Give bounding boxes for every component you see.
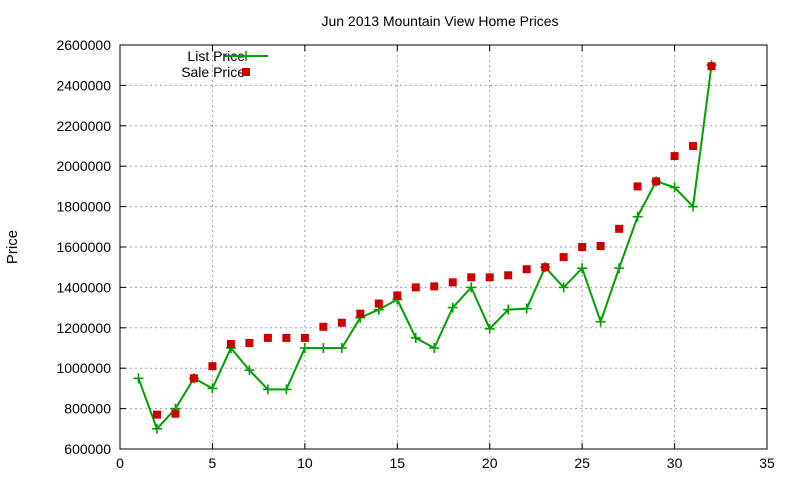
legend-label: Sale Price xyxy=(181,64,245,80)
y-tick-label: 2000000 xyxy=(56,158,111,174)
list-price-point xyxy=(558,282,569,293)
list-price-point xyxy=(299,343,310,353)
list-price-point xyxy=(484,323,495,334)
list-price-point xyxy=(207,383,218,394)
y-tick-label: 1000000 xyxy=(56,360,111,376)
x-tick-label: 25 xyxy=(574,455,590,471)
sale-price-point xyxy=(707,62,716,71)
y-tick-label: 1800000 xyxy=(56,199,111,215)
x-tick-label: 35 xyxy=(759,455,775,471)
sale-price-point xyxy=(152,410,161,419)
list-price-point xyxy=(669,182,680,193)
sale-price-point xyxy=(448,278,457,287)
x-tick-label: 0 xyxy=(116,455,124,471)
list-price-point xyxy=(262,384,273,395)
list-price-point xyxy=(577,263,588,274)
list-price-point xyxy=(447,302,458,313)
sale-price-point xyxy=(189,374,198,383)
sale-price-point xyxy=(689,142,698,150)
list-price-point xyxy=(688,201,699,212)
list-price-point xyxy=(318,343,329,353)
chart-title: Jun 2013 Mountain View Home Prices xyxy=(321,13,558,29)
list-price-point xyxy=(429,343,440,353)
list-price-point xyxy=(503,304,514,315)
x-tick-label: 30 xyxy=(667,455,683,471)
sale-price-point xyxy=(245,338,254,347)
list-price-point xyxy=(281,384,292,395)
sale-price-point xyxy=(430,282,439,291)
sale-price-point xyxy=(504,271,513,280)
y-tick-label: 1600000 xyxy=(56,239,111,255)
sale-price-point xyxy=(633,182,642,191)
sale-price-point xyxy=(670,152,679,161)
sale-price-point xyxy=(522,265,531,274)
legend-plus-marker xyxy=(241,51,251,61)
legend-label: List Price xyxy=(187,48,245,64)
list-price-point xyxy=(336,343,347,353)
y-tick-label: 2200000 xyxy=(56,118,111,134)
x-tick-label: 10 xyxy=(297,455,313,471)
y-tick-label: 1400000 xyxy=(56,279,111,295)
sale-price-point xyxy=(652,177,661,186)
sale-price-point xyxy=(282,333,291,342)
x-tick-label: 20 xyxy=(482,455,498,471)
y-tick-label: 800000 xyxy=(64,401,111,417)
list-price-point xyxy=(521,303,532,314)
y-axis-label: Price xyxy=(4,230,21,264)
list-price-point xyxy=(133,373,144,384)
sale-price-point xyxy=(578,243,587,251)
sale-price-point xyxy=(467,273,476,282)
x-tick-label: 15 xyxy=(389,455,405,471)
grid xyxy=(120,45,767,449)
sale-price-point xyxy=(485,273,494,282)
sale-price-point xyxy=(559,253,568,262)
list-price-line xyxy=(137,65,713,431)
y-tick-label: 1200000 xyxy=(56,320,111,336)
list-price-point xyxy=(595,316,606,327)
legend-square-marker xyxy=(242,68,250,76)
sale-price-point xyxy=(374,299,383,308)
sale-price-point xyxy=(541,263,550,272)
series xyxy=(133,60,717,434)
y-tick-label: 2600000 xyxy=(56,37,111,53)
sale-price-point xyxy=(263,333,272,342)
list-price-point xyxy=(614,263,625,274)
list-price-point xyxy=(410,332,421,343)
sale-price-point xyxy=(393,291,402,300)
list-price-point xyxy=(632,211,643,222)
sale-price-point xyxy=(596,241,605,250)
sale-price-point xyxy=(208,362,217,371)
sale-price-point xyxy=(615,224,624,233)
sale-price-point xyxy=(356,309,365,318)
x-tick-label: 5 xyxy=(209,455,217,471)
y-tick-label: 2400000 xyxy=(56,77,111,93)
sale-price-point xyxy=(319,322,328,331)
list-price-point xyxy=(151,423,162,434)
sale-price-point xyxy=(300,333,309,342)
sale-price-point xyxy=(171,409,180,418)
sale-price-point xyxy=(411,283,420,292)
sale-price-point xyxy=(226,339,235,348)
axes: 0 5 10 15 20 25 30 35 600000 800000 1000000 1200000… xyxy=(56,37,775,471)
list-price-point xyxy=(466,282,477,293)
list-price-point xyxy=(244,365,255,376)
y-tick-label: 600000 xyxy=(64,441,111,457)
sale-price-point xyxy=(337,318,346,327)
